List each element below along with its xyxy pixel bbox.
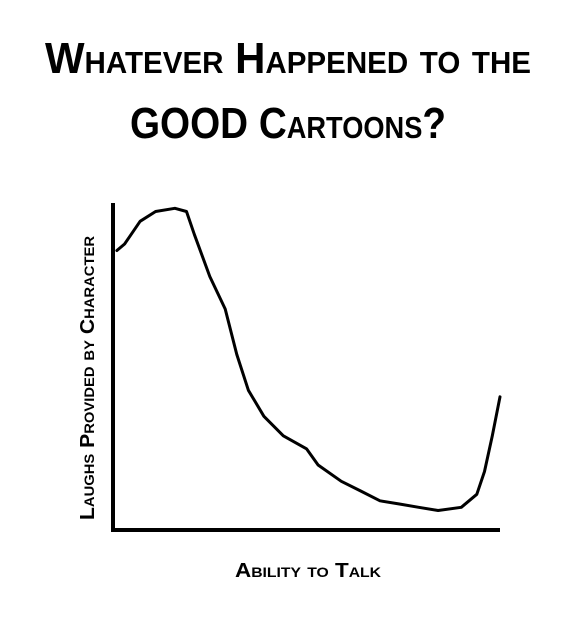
chart-title: Whatever Happened to the (45, 34, 531, 83)
chart-title: GOOD Cartoons? (130, 99, 446, 148)
line (115, 206, 502, 512)
y-axis-label: Laughs Provided by Character (77, 236, 99, 520)
x-axis-label: Ability to Talk (235, 560, 381, 582)
